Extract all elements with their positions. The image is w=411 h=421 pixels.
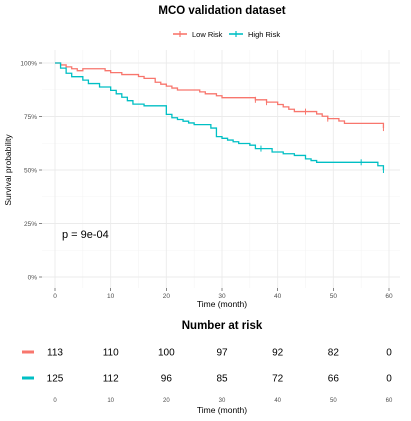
risk-table-cell: 82 <box>328 348 340 359</box>
risk-table-cell: 125 <box>47 374 64 385</box>
x-tick-label: 10 <box>107 293 115 300</box>
risk-table-cell: 0 <box>386 374 392 385</box>
risk-table-cell: 92 <box>272 348 284 359</box>
legend-label-high-risk: High Risk <box>248 30 280 39</box>
risk-table-cell: 72 <box>272 374 284 385</box>
x-tick-label: 0 <box>53 293 57 300</box>
survival-plot-ylabel: Survival probability <box>3 134 13 206</box>
legend: Low Risk High Risk <box>173 30 280 39</box>
survival-plot-xlabel: Time (month) <box>197 299 247 309</box>
risk-table-x-tick-label: 10 <box>107 398 114 404</box>
risk-table-x-tick-label: 50 <box>330 398 337 404</box>
chart-title: MCO validation dataset <box>158 5 285 17</box>
x-tick-label: 40 <box>274 293 282 300</box>
risk-table-cell: 110 <box>103 348 119 359</box>
x-tick-label: 60 <box>385 293 393 300</box>
survival-plot-axes: 0 10 20 30 40 50 60 0% 25% 50% 75% 100% <box>20 60 393 300</box>
x-tick-label: 30 <box>218 293 226 300</box>
risk-table-x-tick-label: 30 <box>219 398 226 404</box>
y-tick-label: 0% <box>28 274 38 281</box>
risk-table-xlabel: Time (month) <box>197 405 247 415</box>
x-tick-label: 20 <box>163 293 171 300</box>
y-tick-label: 50% <box>24 167 37 174</box>
risk-table-x-tick-label: 60 <box>386 398 393 404</box>
p-value-annotation: p = 9e-04 <box>62 229 109 241</box>
y-tick-label: 75% <box>24 114 37 121</box>
risk-table-x-tick-label: 20 <box>163 398 170 404</box>
y-tick-label: 100% <box>20 60 37 67</box>
survival-curve-high-risk <box>55 62 385 170</box>
survival-plot-grid <box>42 50 400 288</box>
risk-table-cell: 100 <box>158 348 175 359</box>
risk-table-cell: 66 <box>328 374 340 385</box>
y-tick-label: 25% <box>24 221 37 228</box>
survival-curve-low-risk <box>55 62 385 129</box>
risk-table-title: Number at risk <box>182 320 263 332</box>
risk-table-cell: 96 <box>161 374 173 385</box>
risk-table: 113 110 100 97 92 82 0 125 112 96 85 72 66 0 0 10 20 30 40… <box>22 348 393 404</box>
risk-table-x-tick-label: 0 <box>53 398 57 404</box>
survival-curves <box>55 62 385 173</box>
risk-table-x-tick-label: 40 <box>274 398 281 404</box>
risk-table-cell: 0 <box>386 348 392 359</box>
risk-table-cell: 85 <box>216 374 228 385</box>
risk-table-cell: 112 <box>103 374 119 385</box>
risk-table-cell: 97 <box>216 348 228 359</box>
legend-label-low-risk: Low Risk <box>192 30 223 39</box>
risk-table-cell: 113 <box>47 348 63 359</box>
x-tick-label: 50 <box>330 293 338 300</box>
